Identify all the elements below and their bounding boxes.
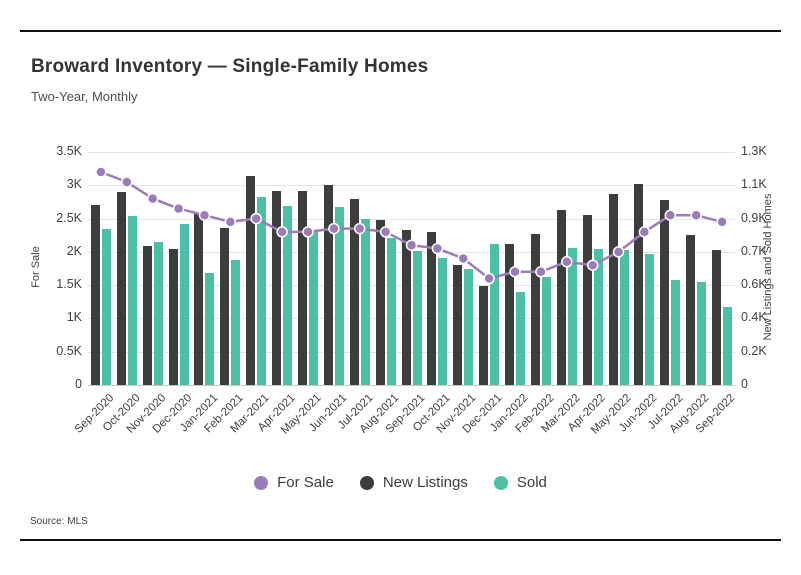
new-listings-bar [686, 235, 696, 385]
new-listings-bar [634, 184, 644, 385]
y-axis-tick-right: 1.3K [741, 144, 767, 158]
y-axis-tick-left: 2.5K [56, 210, 82, 225]
y-axis-tick-left: 1.5K [56, 277, 82, 292]
y-axis-tick-right: 0.9K [741, 210, 767, 225]
y-axis-tick-right: 0.7K [741, 243, 767, 258]
sold-bar [360, 219, 370, 385]
sold-bar [490, 244, 500, 385]
sold-bar [412, 251, 422, 385]
bottom-rule [20, 539, 781, 541]
legend-label: New Listings [382, 474, 468, 491]
sold-bar [723, 307, 733, 385]
chart-legend: For Sale New Listings Sold [0, 474, 801, 491]
new-listings-bar [530, 233, 540, 385]
legend-label: Sold [516, 474, 547, 491]
new-listings-bar [479, 285, 489, 385]
gridline [88, 318, 735, 319]
new-listings-bar [505, 244, 515, 385]
sold-bar [386, 238, 396, 385]
for-sale-point [172, 202, 185, 215]
y-axis-tick-left: 0.5K [56, 343, 82, 358]
legend-item-new-listings: New Listings [359, 474, 468, 491]
new-listings-bar [556, 210, 566, 385]
sold-bar [619, 249, 629, 385]
sold-bar [127, 215, 137, 385]
sold-bar [101, 229, 111, 385]
sold-bar [179, 223, 189, 385]
chart-title: Broward Inventory — Single-Family Homes [31, 56, 429, 77]
sold-bar [231, 259, 241, 385]
sold-bar [671, 280, 681, 385]
sold-bar [205, 272, 215, 385]
legend-label: For Sale [277, 474, 334, 491]
new-listings-bar [582, 214, 592, 385]
gridline [88, 385, 735, 386]
chart-subtitle: Two-Year, Monthly [31, 89, 138, 104]
y-axis-tick-left: 1K [66, 310, 82, 325]
y-axis-tick-right: 0 [741, 377, 748, 391]
new-listings-bar [453, 264, 463, 385]
legend-swatch [359, 475, 374, 490]
sold-bar [438, 257, 448, 385]
y-axis-tick-left: 0 [75, 377, 82, 391]
for-sale-point [95, 166, 107, 178]
for-sale-point [457, 252, 470, 265]
new-listings-bar [246, 176, 256, 385]
sold-bar [334, 206, 344, 385]
y-axis-tick-right: 0.2K [741, 343, 767, 358]
sold-bar [257, 196, 267, 385]
top-rule [20, 30, 781, 32]
sold-bar [567, 247, 577, 385]
sold-bar [464, 269, 474, 385]
y-axis-tick-left: 3K [66, 177, 82, 192]
gridline [88, 285, 735, 286]
gridline [88, 352, 735, 353]
y-axis-tick-right: 1.1K [741, 177, 767, 192]
gridline [88, 152, 735, 153]
sold-bar [541, 276, 551, 385]
sold-bar [283, 205, 293, 385]
y-axis-tick-right: 0.4K [741, 310, 767, 325]
legend-swatch [493, 475, 508, 490]
new-listings-bar [712, 249, 722, 385]
sold-bar [153, 241, 163, 385]
y-axis-tick-left: 3.5K [56, 144, 82, 158]
new-listings-bar [427, 231, 437, 385]
y-axis-tick-right: 0.6K [741, 277, 767, 292]
new-listings-bar [116, 192, 126, 385]
new-listings-bar [323, 185, 333, 385]
new-listings-bar [401, 229, 411, 385]
legend-item-sold: Sold [493, 474, 547, 491]
new-listings-bar [608, 194, 618, 385]
new-listings-bar [220, 228, 230, 385]
y-axis-tick-left: 2K [66, 243, 82, 258]
new-listings-bar [142, 246, 152, 385]
new-listings-bar [272, 190, 282, 385]
new-listings-bar [297, 190, 307, 385]
source-note: Source: MLS [30, 516, 88, 527]
legend-item-for-sale: For Sale [254, 474, 334, 491]
sold-bar [516, 291, 526, 385]
new-listings-bar [349, 199, 359, 385]
sold-bar [593, 248, 603, 385]
new-listings-bar [375, 220, 385, 385]
sold-bar [645, 254, 655, 385]
y-axis-title-right: New Listings and Sold Homes [762, 193, 774, 340]
sold-bar [308, 230, 318, 385]
new-listings-bar [168, 248, 178, 385]
new-listings-bar [660, 200, 670, 385]
new-listings-bar [194, 212, 204, 385]
sold-bar [697, 281, 707, 385]
legend-swatch [254, 475, 269, 490]
for-sale-point [146, 192, 159, 205]
new-listings-bar [90, 204, 100, 385]
y-axis-title-left: For Sale [30, 245, 42, 288]
